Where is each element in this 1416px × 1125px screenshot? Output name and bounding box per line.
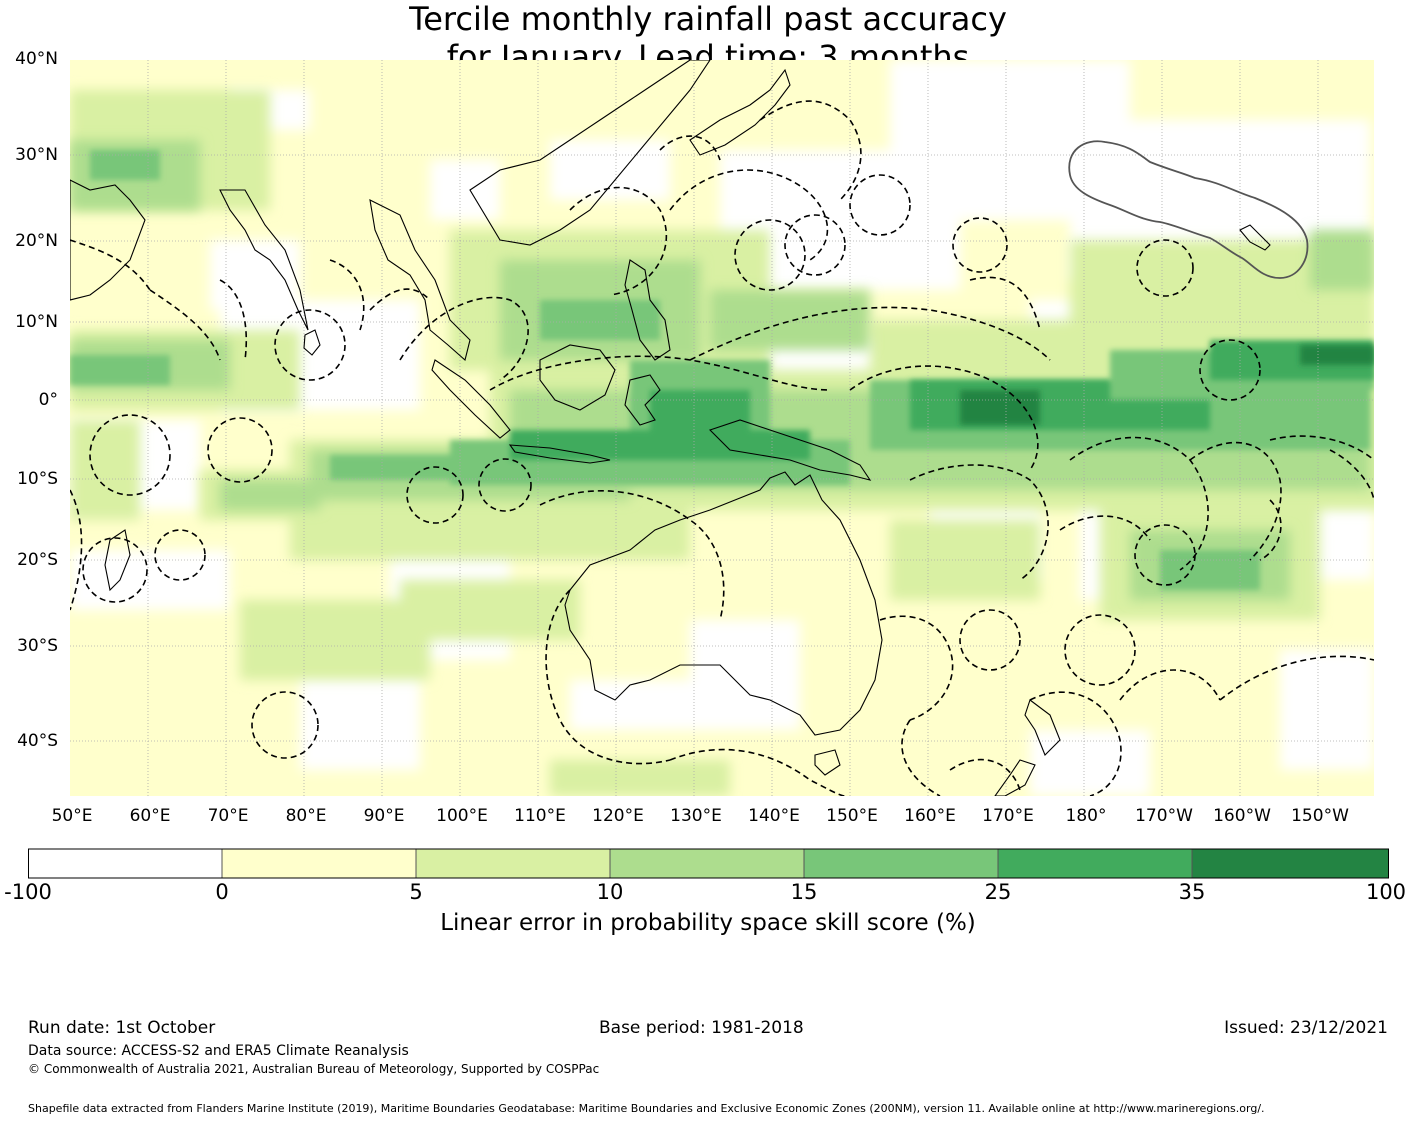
lon-label-160e: 160°E: [904, 806, 956, 826]
lat-label-20n: 20°N: [15, 231, 58, 251]
new-guinea-coast: [708, 419, 872, 481]
skill-35-100: [960, 345, 1374, 425]
colorbar-tick-1: 0: [215, 880, 229, 904]
hawaii-coast: [1239, 224, 1271, 251]
east-asia-coast: [469, 60, 711, 246]
java-coast: [508, 444, 611, 464]
sumatra-coast: [431, 359, 511, 439]
lon-label-130e: 130°E: [670, 806, 722, 826]
india-coast: [219, 189, 309, 331]
colorbar: [28, 848, 1389, 879]
lat-label-30n: 30°N: [15, 145, 58, 165]
map-gridlines: [70, 60, 1374, 796]
lon-label-160w: 160°W: [1213, 806, 1271, 826]
colorbar-segment-5: [804, 849, 998, 878]
skill-score-map: [70, 60, 1374, 796]
tasmania-coast: [814, 749, 841, 776]
lat-label-30s: 30°S: [17, 636, 58, 656]
colorbar-segment-2: [222, 849, 416, 878]
indochina-coast: [369, 199, 471, 362]
shapefile-credit: Shapefile data extracted from Flanders M…: [28, 1102, 1265, 1115]
issued-date: Issued: 23/12/2021: [1224, 1018, 1388, 1038]
lon-label-70e: 70°E: [207, 806, 249, 826]
lon-label-170w: 170°W: [1135, 806, 1193, 826]
colorbar-tick-6: 35: [1178, 880, 1206, 904]
lon-label-50e: 50°E: [51, 806, 93, 826]
lon-label-80e: 80°E: [285, 806, 327, 826]
eez-boundaries: [70, 100, 1374, 796]
borneo-coast: [539, 344, 616, 411]
lon-label-110e: 110°E: [514, 806, 566, 826]
colorbar-segment-6: [998, 849, 1192, 878]
colorbar-tick-3: 10: [596, 880, 624, 904]
lat-label-20s: 20°S: [17, 550, 58, 570]
lon-label-150w: 150°W: [1291, 806, 1349, 826]
lat-label-40s: 40°S: [17, 731, 58, 751]
copyright: © Commonwealth of Australia 2021, Austra…: [28, 1062, 600, 1076]
lat-label-0: 0°: [38, 390, 58, 410]
lon-label-140e: 140°E: [748, 806, 800, 826]
base-period: Base period: 1981-2018: [599, 1018, 804, 1038]
colorbar-tick-4: 15: [790, 880, 818, 904]
new-zealand-north-coast: [1024, 699, 1061, 756]
coastlines: [70, 60, 1271, 796]
run-date: Run date: 1st October: [28, 1018, 216, 1038]
japan-coast: [689, 68, 791, 156]
lon-label-60e: 60°E: [129, 806, 171, 826]
lon-label-90e: 90°E: [363, 806, 405, 826]
colorbar-tick-7: 100: [1365, 880, 1407, 904]
hawaii-eez-boundary: [1068, 140, 1309, 279]
colorbar-tick-5: 25: [984, 880, 1012, 904]
colorbar-segment-4: [610, 849, 804, 878]
lat-label-10s: 10°S: [17, 469, 58, 489]
lon-label-180: 180°: [1065, 806, 1107, 826]
chart-title-line1: Tercile monthly rainfall past accuracy: [409, 0, 1007, 38]
colorbar-tick-0: -100: [4, 880, 52, 904]
colorbar-label: Linear error in probability space skill …: [440, 910, 976, 936]
lon-label-100e: 100°E: [436, 806, 488, 826]
new-zealand-south-coast: [994, 759, 1036, 796]
arabia-coast: [70, 179, 146, 301]
madagascar-coast: [104, 529, 131, 592]
colorbar-segment-1: [28, 849, 222, 878]
lon-label-150e: 150°E: [826, 806, 878, 826]
colorbar-tick-2: 5: [409, 880, 423, 904]
lat-label-40n: 40°N: [15, 49, 58, 69]
colorbar-segment-3: [416, 849, 610, 878]
lon-label-170e: 170°E: [982, 806, 1034, 826]
sulawesi-coast: [624, 374, 661, 426]
data-source: Data source: ACCESS-S2 and ERA5 Climate …: [28, 1043, 409, 1059]
australia-coast: [564, 471, 883, 736]
lat-label-10n: 10°N: [15, 312, 58, 332]
lon-label-120e: 120°E: [592, 806, 644, 826]
philippines-coast: [624, 259, 671, 361]
sri-lanka-coast: [303, 329, 321, 356]
colorbar-segment-7: [1192, 849, 1388, 878]
